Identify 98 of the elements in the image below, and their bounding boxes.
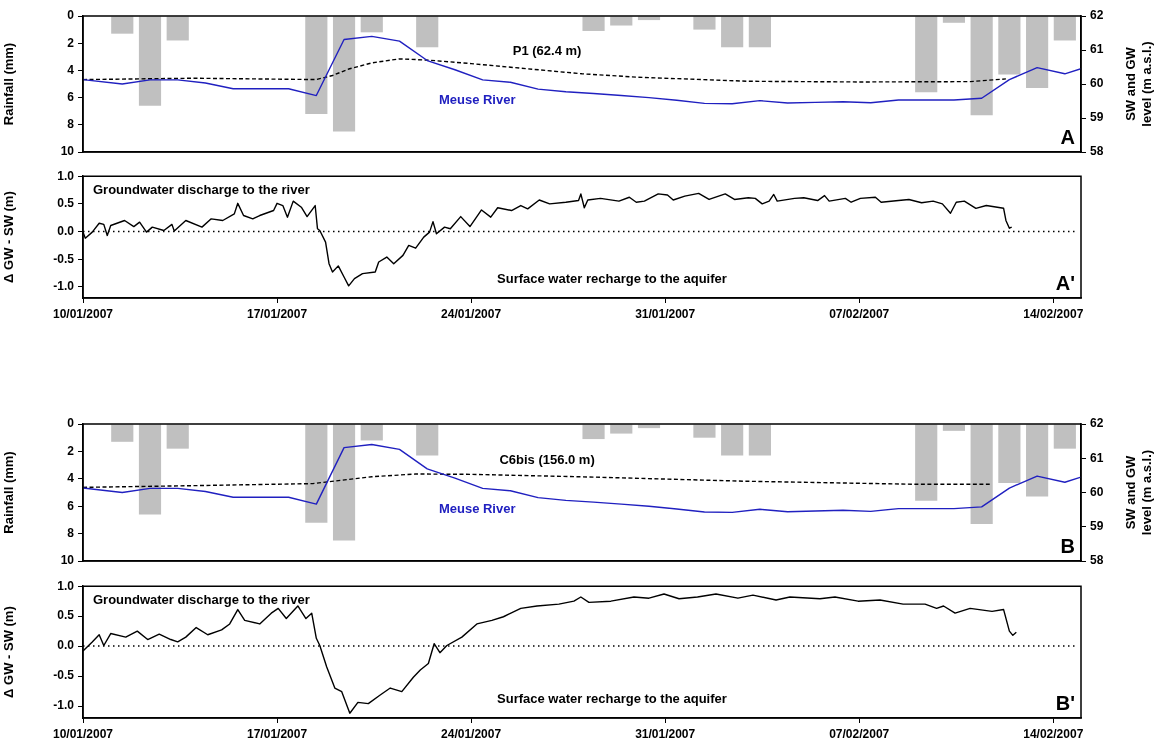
- x-tick-label: 24/01/2007: [441, 726, 502, 741]
- bar: [721, 16, 744, 48]
- y-tick-label: -1.0: [53, 279, 75, 294]
- annotation: A: [1060, 125, 1075, 148]
- bar: [166, 424, 189, 449]
- bar: [138, 16, 162, 106]
- y-axis-title: Δ GW - SW (m): [1, 191, 17, 283]
- bar: [138, 424, 162, 515]
- bar: [693, 424, 716, 438]
- bar: [1053, 424, 1076, 449]
- y-tick-label: -1.0: [53, 698, 75, 713]
- y-tick-label: 1.0: [57, 168, 75, 183]
- x-tick-label: 17/01/2007: [247, 306, 308, 321]
- y-tick-label: 0.0: [57, 638, 75, 653]
- series-label: P1 (62.4 m): [512, 43, 582, 59]
- x-tick-label: 17/01/2007: [247, 726, 308, 741]
- x-tick-label: 07/02/2007: [829, 306, 890, 321]
- y-tick-label: 4: [67, 62, 75, 77]
- y2-tick-label: 61: [1090, 42, 1104, 57]
- y-tick-label: 0: [67, 416, 75, 431]
- bar: [748, 424, 771, 456]
- y-tick-label: 4: [67, 471, 75, 486]
- y-tick-label: 8: [67, 525, 75, 540]
- bar: [360, 16, 383, 33]
- bar: [166, 16, 189, 41]
- y-tick-label: 0.0: [57, 223, 75, 238]
- bar: [915, 424, 938, 501]
- y-tick-label: -0.5: [53, 251, 75, 266]
- y2-tick-label: 58: [1090, 553, 1104, 568]
- bar: [693, 16, 716, 30]
- y2-tick-label: 61: [1090, 450, 1104, 465]
- bar: [1053, 16, 1076, 41]
- y-tick-label: 10: [60, 144, 75, 159]
- bar: [111, 16, 134, 34]
- bar: [998, 424, 1021, 483]
- y-axis-title: Δ GW - SW (m): [1, 606, 17, 698]
- bar: [1026, 16, 1049, 89]
- bar: [998, 16, 1021, 75]
- y-tick-label: 0.5: [57, 196, 75, 211]
- x-tick-label: 24/01/2007: [441, 306, 502, 321]
- bar: [360, 424, 383, 441]
- annotation: A': [1055, 271, 1075, 294]
- bar: [582, 424, 605, 440]
- y2-tick-label: 60: [1090, 76, 1104, 91]
- bar: [332, 16, 356, 132]
- annotation: B: [1060, 534, 1075, 557]
- annotation: B': [1055, 691, 1075, 714]
- bar: [582, 16, 605, 31]
- y2-tick-label: 59: [1090, 519, 1104, 534]
- x-tick-label: 31/01/2007: [635, 726, 696, 741]
- y-axis-title: Rainfall (mm): [1, 451, 17, 534]
- bar: [1026, 424, 1049, 497]
- y2-tick-label: 58: [1090, 144, 1104, 159]
- annotation: Surface water recharge to the aquifer: [497, 691, 727, 707]
- bar: [305, 424, 328, 523]
- bar: [915, 16, 938, 93]
- bar: [416, 424, 439, 456]
- y2-axis-title: SW and GW level (m a.s.l.): [1122, 449, 1154, 536]
- annotation: Groundwater discharge to the river: [93, 182, 310, 198]
- bar: [970, 16, 993, 116]
- y-tick-label: 0.5: [57, 608, 75, 623]
- y-tick-label: 10: [60, 553, 75, 568]
- x-tick-label: 14/02/2007: [1023, 306, 1084, 321]
- series-label: C6bis (156.0 m): [499, 451, 595, 467]
- y-tick-label: 6: [67, 498, 75, 513]
- annotation: Surface water recharge to the aquifer: [497, 271, 727, 287]
- y-tick-label: 8: [67, 117, 75, 132]
- y2-tick-label: 62: [1090, 8, 1104, 23]
- x-tick-label: 10/01/2007: [52, 726, 114, 741]
- bar: [610, 16, 633, 26]
- bar: [942, 16, 966, 23]
- bar: [942, 424, 966, 431]
- bar: [748, 16, 771, 48]
- y2-tick-label: 62: [1090, 416, 1104, 431]
- bar: [332, 424, 356, 541]
- x-tick-label: 14/02/2007: [1023, 726, 1084, 741]
- bar: [970, 424, 993, 525]
- bar: [610, 424, 633, 434]
- bar: [305, 16, 328, 114]
- y-axis-title: Rainfall (mm): [1, 42, 17, 126]
- x-tick-label: 07/02/2007: [829, 726, 890, 741]
- x-tick-label: 10/01/2007: [52, 306, 114, 321]
- bar: [721, 424, 744, 456]
- y2-tick-label: 60: [1090, 484, 1104, 499]
- y2-tick-label: 59: [1090, 110, 1104, 125]
- y-tick-label: 2: [67, 443, 75, 458]
- annotation: Groundwater discharge to the river: [93, 592, 310, 608]
- series-label: Meuse River: [438, 500, 516, 516]
- x-tick-label: 31/01/2007: [635, 306, 696, 321]
- series-label: Meuse River: [438, 92, 516, 108]
- y2-axis-title: SW and GW level (m a.s.l.): [1122, 41, 1154, 127]
- y-tick-label: 1.0: [57, 578, 75, 593]
- y-tick-label: 2: [67, 35, 75, 50]
- y-tick-label: -0.5: [53, 668, 75, 683]
- bar: [111, 424, 134, 442]
- y-tick-label: 0: [67, 8, 75, 23]
- bar: [416, 16, 439, 48]
- y-tick-label: 6: [67, 89, 75, 104]
